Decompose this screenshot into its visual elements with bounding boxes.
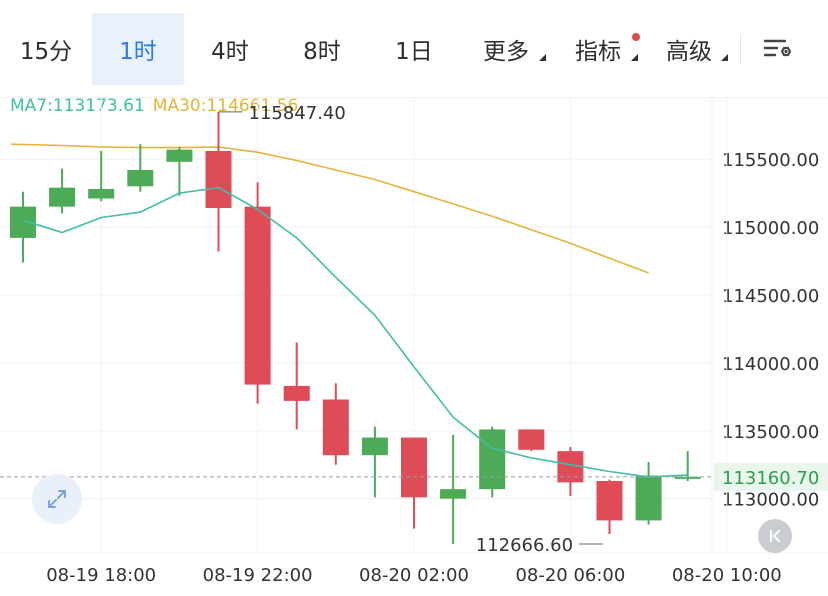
candle-body xyxy=(244,206,271,385)
notification-dot xyxy=(632,32,640,41)
x-tick-label: 08-20 10:00 xyxy=(672,565,782,586)
x-tick-label: 08-20 02:00 xyxy=(359,565,469,586)
tab-5[interactable]: 1日 xyxy=(368,13,460,85)
candle-body xyxy=(127,169,154,187)
candle-body xyxy=(635,475,662,521)
candle-body xyxy=(166,149,193,162)
scroll-to-latest-button[interactable] xyxy=(758,519,792,553)
y-tick-label: 115000.00 xyxy=(722,218,819,239)
dropdown-triangle-icon xyxy=(721,53,728,61)
tab-label: 8时 xyxy=(303,38,341,65)
y-tick-label: 114500.00 xyxy=(722,286,819,307)
chart-settings-icon xyxy=(763,39,792,56)
last-price-badge xyxy=(714,462,828,491)
tab-label: 1日 xyxy=(395,38,433,65)
chart-settings-button[interactable] xyxy=(741,13,815,85)
candle-body xyxy=(322,399,349,456)
dropdown-triangle-icon xyxy=(539,53,546,61)
tab-label: 1时 xyxy=(119,38,157,65)
x-tick-label: 08-19 22:00 xyxy=(203,565,313,586)
last-price-label: 113160.70 xyxy=(722,468,819,489)
dropdown-triangle-icon xyxy=(631,53,638,61)
ma7-line xyxy=(22,186,688,478)
candle-body xyxy=(205,150,232,209)
tab-7[interactable]: 指标 xyxy=(552,13,644,85)
tab-label: 指标 xyxy=(575,38,621,65)
tab-2[interactable]: 1时 xyxy=(92,12,184,85)
tab-8[interactable]: 高级 xyxy=(644,13,734,85)
y-tick-label: 113500.00 xyxy=(722,422,819,443)
tab-3[interactable]: 4时 xyxy=(184,13,276,85)
y-tick-label: 113000.00 xyxy=(722,490,819,511)
candle-body xyxy=(596,481,623,521)
ma30-line xyxy=(11,143,649,274)
collapse-arrows-icon xyxy=(48,490,66,508)
low-price-label: 112666.60 xyxy=(476,535,573,556)
candle-body xyxy=(440,489,467,499)
candle-body xyxy=(674,476,701,479)
tab-label: 更多 xyxy=(483,38,529,65)
collapse-button[interactable] xyxy=(32,474,82,524)
tab-1[interactable]: 15分 xyxy=(0,13,92,85)
ma7-legend-label: MA7:113173.61 xyxy=(10,96,145,116)
candle-body xyxy=(283,385,310,401)
tab-6[interactable]: 更多 xyxy=(460,13,552,85)
x-tick-label: 08-19 18:00 xyxy=(46,565,156,586)
tab-label: 4时 xyxy=(211,38,249,65)
x-tick-label: 08-20 06:00 xyxy=(515,565,625,586)
scroll-to-latest-icon xyxy=(770,530,780,542)
y-tick-label: 114000.00 xyxy=(722,354,819,375)
tab-label: 15分 xyxy=(19,38,73,65)
tab-4[interactable]: 8时 xyxy=(276,13,368,85)
tab-label: 高级 xyxy=(666,38,712,65)
candle-body xyxy=(361,437,388,456)
tab-divider xyxy=(740,33,741,64)
timeframe-tab-bar: 15分 1时 4时 8时 1日 更多 指标 高级 xyxy=(0,0,828,98)
candle-body xyxy=(88,189,115,199)
high-price-label: 115847.40 xyxy=(249,103,346,124)
moving-average-legend: MA7:113173.61 MA30:114661.56 xyxy=(10,96,298,116)
candle-body xyxy=(518,429,545,450)
y-tick-label: 115500.00 xyxy=(722,150,819,171)
candle-body xyxy=(401,437,427,498)
candle-body xyxy=(479,429,506,490)
candle-body xyxy=(49,187,76,207)
ma30-legend-label: MA30:114661.56 xyxy=(152,96,299,116)
